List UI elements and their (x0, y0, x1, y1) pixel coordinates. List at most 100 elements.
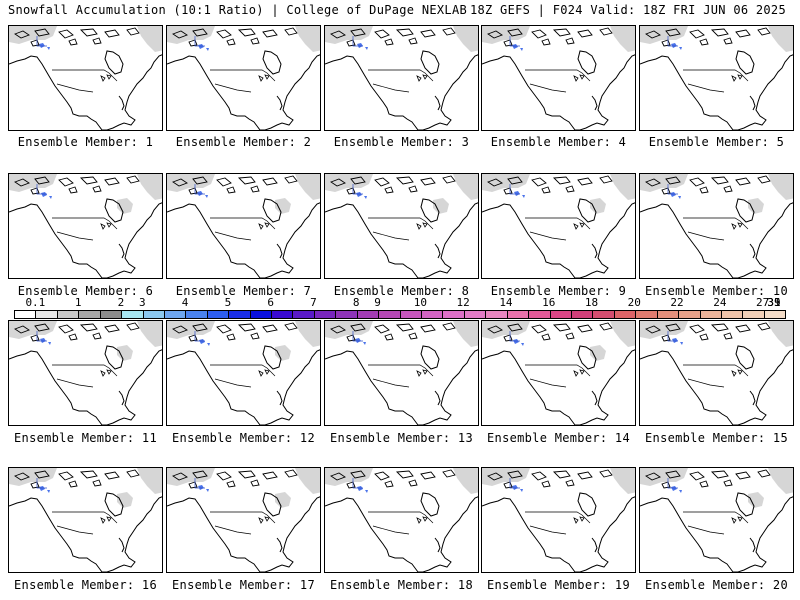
arctic-island (68, 333, 78, 341)
snow-shade-quebec (117, 198, 133, 214)
ensemble-member-label: Ensemble Member: 5 (648, 135, 785, 149)
ensemble-member-label: Ensemble Member: 6 (17, 284, 154, 298)
snow-accum-blue (357, 43, 363, 48)
us-mexico-border (687, 231, 725, 241)
snow-accum-blue (679, 47, 682, 50)
arctic-island (192, 28, 208, 37)
region-line (667, 184, 678, 195)
us-mexico-border (529, 231, 567, 241)
arctic-island (735, 324, 751, 333)
ensemble-map-panel (481, 320, 636, 426)
colorbar-label: 22 (670, 296, 684, 309)
ensemble-map-panel (166, 25, 321, 131)
arctic-island (442, 322, 456, 331)
us-canada-border (368, 364, 434, 377)
arctic-island (487, 178, 503, 187)
arctic-island (284, 469, 298, 478)
snow-shade-arctic (482, 468, 530, 486)
great-lake (416, 517, 422, 524)
great-lake (731, 517, 737, 524)
snow-shade-arctic (167, 468, 215, 486)
florida-coast (118, 537, 125, 553)
us-canada-border (52, 217, 118, 230)
hudson-bay (577, 198, 597, 223)
arctic-island (34, 28, 50, 37)
great-lake (737, 516, 743, 522)
arctic-island (216, 324, 232, 334)
arctic-island (503, 481, 513, 489)
region-line (36, 478, 47, 489)
snowfall-colorbar (14, 310, 786, 319)
colorbar-swatch (464, 311, 487, 318)
region-line (509, 331, 520, 342)
snow-shade-greenland (137, 174, 162, 200)
ensemble-member-label: Ensemble Member: 3 (333, 135, 470, 149)
arctic-island (188, 39, 198, 47)
arctic-island (126, 175, 140, 184)
region-line (352, 331, 363, 342)
arctic-island (552, 323, 571, 332)
colorbar-swatch (186, 311, 208, 318)
great-lake (264, 369, 270, 375)
snow-shade-greenland (453, 468, 478, 494)
great-lake (731, 370, 737, 377)
us-canada-border (683, 364, 749, 377)
us-canada-border (683, 217, 749, 230)
snow-shade-arctic (640, 468, 688, 486)
arctic-island (420, 471, 436, 480)
great-lake (258, 223, 264, 230)
great-lake (422, 74, 428, 80)
snow-shade-greenland (610, 468, 635, 494)
arctic-island (408, 185, 418, 193)
arctic-island (395, 323, 414, 332)
coastline (167, 349, 320, 425)
arctic-island (599, 322, 613, 331)
snow-shade-arctic (482, 26, 530, 44)
arctic-island (420, 177, 436, 186)
snow-accum-blue (512, 485, 518, 490)
arctic-island (346, 39, 356, 47)
colorbar-swatch (57, 311, 80, 318)
region-line (667, 478, 678, 489)
arctic-island (384, 186, 394, 194)
arctic-island (577, 324, 593, 333)
florida-coast (434, 390, 441, 406)
snow-shade-quebec (748, 198, 764, 214)
colorbar-swatch (400, 311, 423, 318)
arctic-island (68, 186, 78, 194)
us-mexico-border (214, 83, 252, 93)
colorbar-swatch (314, 311, 337, 318)
region-line (194, 184, 205, 195)
snow-shade-greenland (768, 468, 793, 494)
us-mexico-border (372, 525, 410, 535)
arctic-island (408, 37, 418, 45)
arctic-island (723, 479, 733, 487)
arctic-island (79, 323, 98, 332)
arctic-island (79, 176, 98, 185)
florida-coast (749, 95, 756, 111)
great-lake (100, 75, 106, 82)
snow-shade-arctic (9, 468, 57, 486)
snow-accum-blue (522, 195, 525, 198)
snow-shade-quebec (433, 198, 449, 214)
snow-accum-blue (520, 48, 523, 51)
arctic-island (262, 29, 278, 38)
arctic-island (757, 27, 771, 36)
snow-shade-quebec (590, 345, 606, 361)
colorbar-swatch (593, 311, 615, 318)
colorbar-label: 5 (224, 296, 232, 309)
hudson-bay (420, 345, 440, 370)
hudson-bay (735, 198, 755, 223)
great-lake (106, 222, 112, 228)
arctic-island (188, 187, 198, 195)
arctic-island (487, 325, 503, 334)
ensemble-member-label: Ensemble Member: 8 (333, 284, 470, 298)
snowfall-map (482, 321, 635, 425)
region-line (194, 478, 205, 489)
great-lake (100, 370, 106, 377)
snow-shade-greenland (768, 26, 793, 52)
arctic-island (565, 332, 575, 340)
arctic-island (92, 37, 102, 45)
florida-coast (591, 243, 598, 259)
great-lake (258, 75, 264, 82)
